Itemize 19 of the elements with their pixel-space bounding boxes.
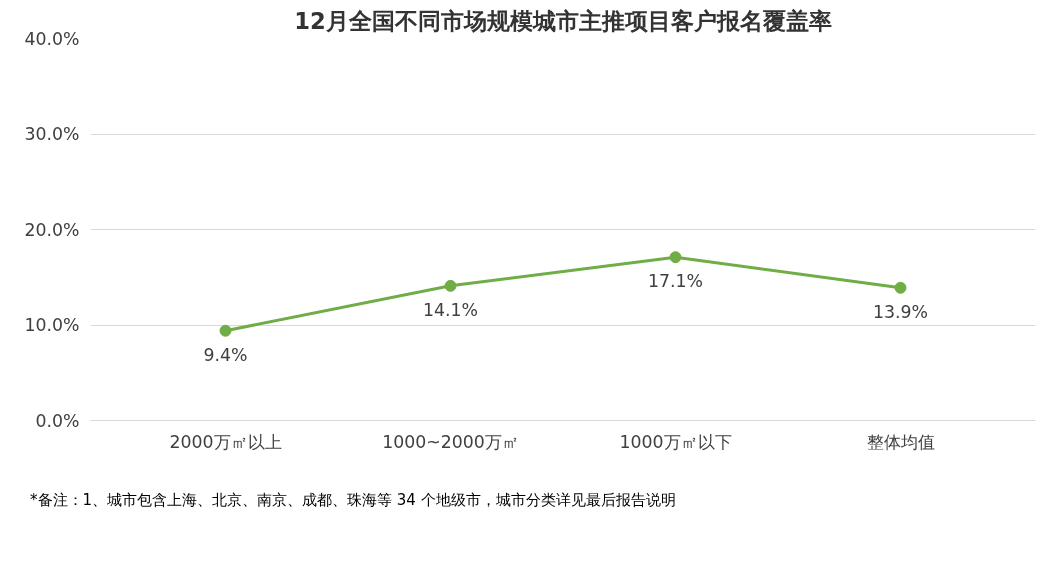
- y-tick-label: 0.0%: [35, 410, 80, 431]
- text: *备注：1、城市包含上海、北京、南京、成都、珠海等 34 个地级市，城市分类详见最后报告说明: [30, 490, 676, 511]
- data-label: 13.9%: [872, 301, 929, 322]
- point: [894, 281, 907, 294]
- y-tick-label: 10.0%: [24, 315, 80, 335]
- y-tick-label: 20.0%: [24, 219, 80, 240]
- y-tick-label: 40.0%: [24, 28, 80, 49]
- data-label: 14.1%: [422, 299, 479, 320]
- point: [669, 251, 682, 264]
- x-tick-label: 整体均值: [866, 431, 935, 452]
- data-label: 17.1%: [647, 271, 704, 292]
- x-tick-label: 1000~2000万㎡: [382, 431, 519, 452]
- x-tick-label: 1000万㎡以下: [619, 431, 732, 452]
- y-tick-label: 30.0%: [24, 124, 80, 144]
- x-tick-label: 2000万㎡以上: [169, 431, 282, 452]
- chart-title: 12月全国不同市场规模城市主推项目客户报名覆盖率: [294, 7, 832, 34]
- point: [219, 324, 232, 337]
- data-label: 9.4%: [203, 344, 248, 365]
- point: [444, 279, 457, 292]
